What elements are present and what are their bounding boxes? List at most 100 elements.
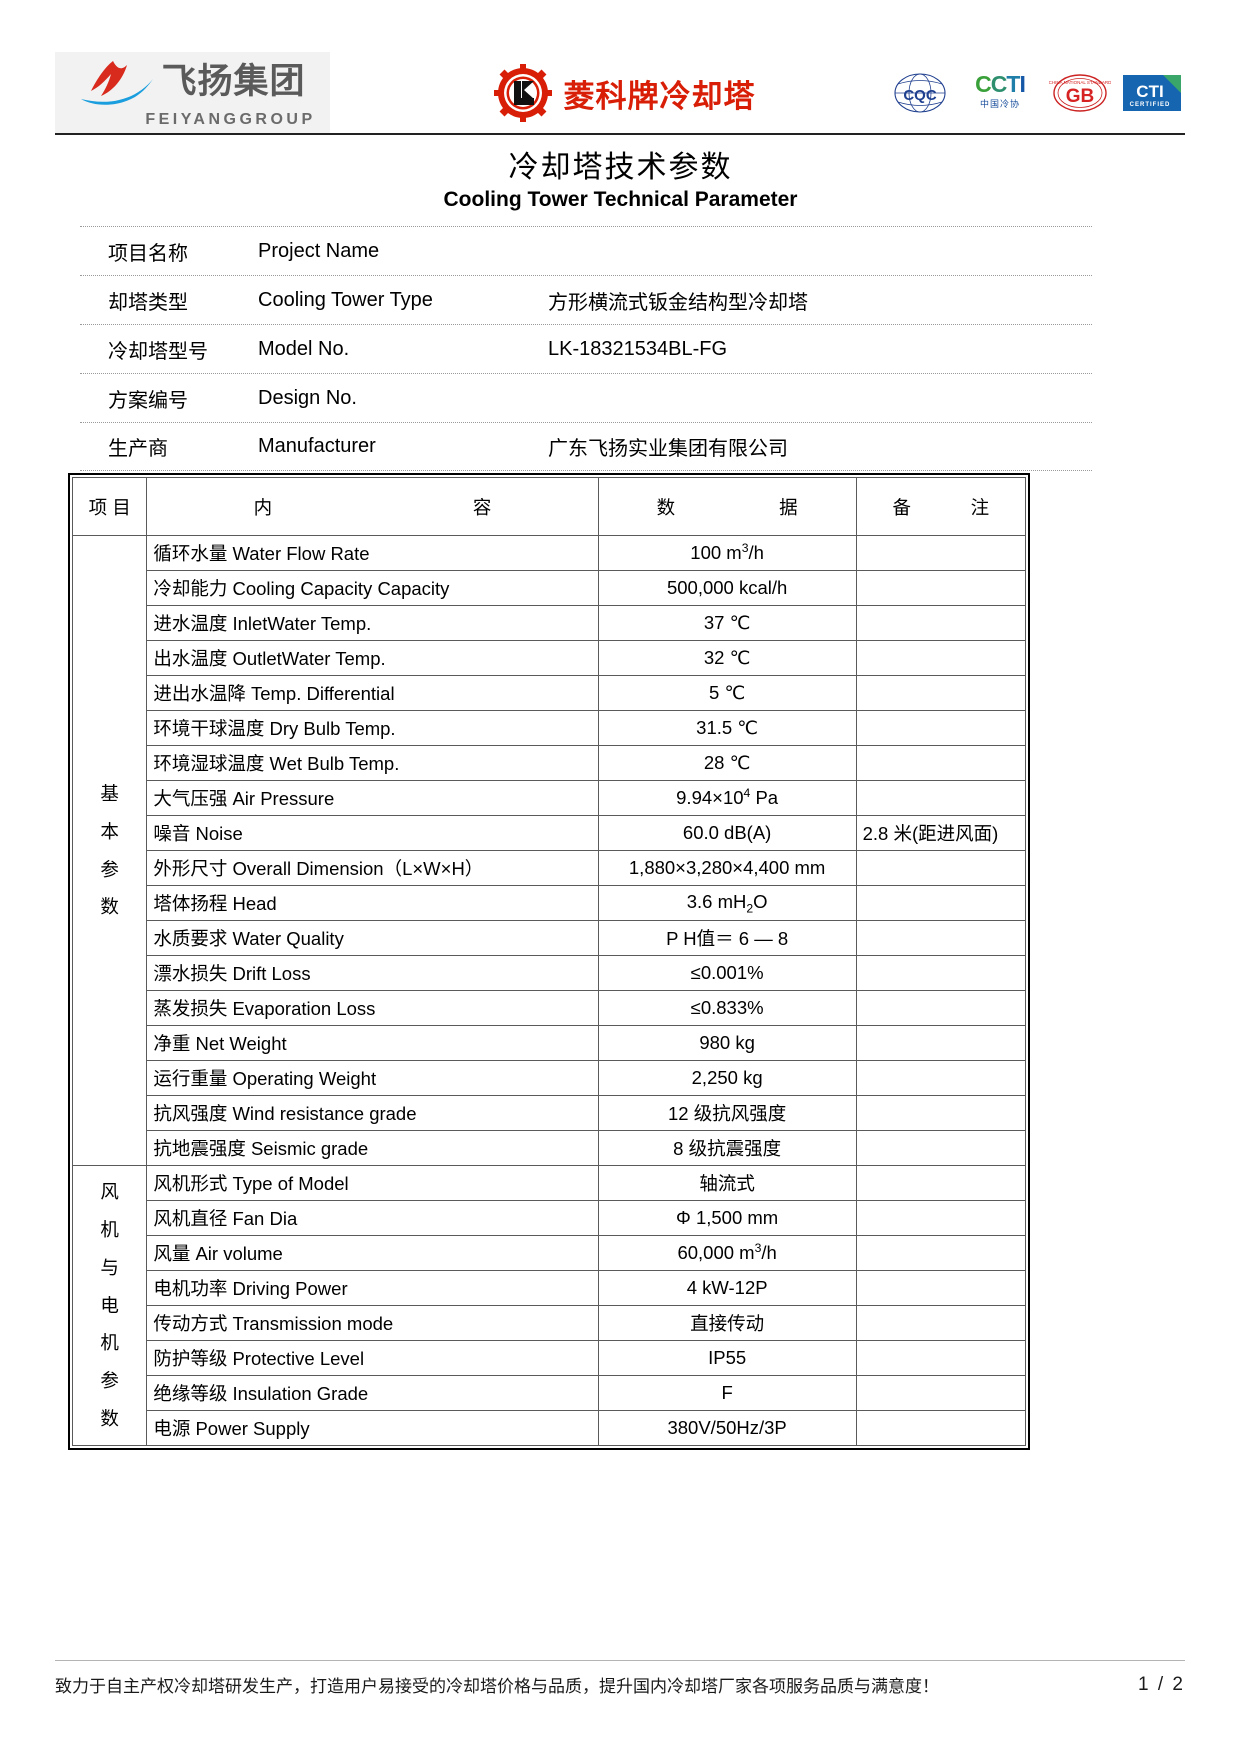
page-title-cn: 冷却塔技术参数 <box>508 151 733 184</box>
row-note <box>855 1270 1027 1306</box>
row-note <box>855 920 1027 956</box>
row-note <box>855 1305 1027 1341</box>
table-row: 塔体扬程 Head 3.6 mH2O <box>73 885 1027 921</box>
row-item-label: 进出水温降 Temp. Differential <box>146 675 599 711</box>
row-item-label: 漂水损失 Drift Loss <box>146 955 599 991</box>
table-row: 基本参数循环水量 Water Flow Rate 100 m3/h <box>71 535 1027 1166</box>
header-text-right: 据 <box>779 496 798 518</box>
table-row: 电机功率 Driving Power 4 kW-12P <box>73 1270 1027 1306</box>
row-data-value: 12 级抗风强度 <box>597 1095 857 1131</box>
row-data-value: 31.5 ℃ <box>597 710 857 746</box>
row-item-label: 冷却能力 Cooling Capacity Capacity <box>146 570 599 606</box>
row-group-label: 风机与电机参数 <box>71 1165 148 1446</box>
info-value: LK-18321534BL-FG <box>548 337 728 360</box>
row-group-label: 基本参数 <box>71 535 148 1166</box>
row-note <box>855 1025 1027 1061</box>
row-data-value: Φ 1,500 mm <box>597 1200 857 1236</box>
table-row: 环境湿球温度 Wet Bulb Temp. 28 ℃ <box>73 745 1027 781</box>
svg-text:CHINA NATIONAL STANDARD: CHINA NATIONAL STANDARD <box>1049 80 1111 85</box>
table-row: 蒸发损失 Evaporation Loss ≤0.833% <box>73 990 1027 1026</box>
row-data-value: 60.0 dB(A) <box>597 815 857 851</box>
info-row-design-no: 方案编号 Design No. <box>80 373 1092 422</box>
row-item-label: 电源 Power Supply <box>146 1410 599 1446</box>
table-header-item: 项 目 <box>71 477 148 536</box>
table-row: 噪音 Noise 60.0 dB(A) 2.8 米(距进风面) <box>73 815 1027 851</box>
row-note <box>855 710 1027 746</box>
header-text: 项 目 <box>88 496 131 518</box>
brand-name: 菱科牌冷却塔 <box>563 78 756 114</box>
row-item-label: 绝缘等级 Insulation Grade <box>146 1375 599 1411</box>
row-data-value: 380V/50Hz/3P <box>597 1410 857 1446</box>
info-value: 广东飞扬实业集团有限公司 <box>548 438 788 460</box>
row-data-value: 9.94×104 Pa <box>597 780 857 816</box>
svg-text:CQC: CQC <box>903 87 937 104</box>
row-data-value: 5 ℃ <box>597 675 857 711</box>
row-item-label: 风机形式 Type of Model <box>146 1165 599 1201</box>
table-row: 净重 Net Weight 980 kg <box>73 1025 1027 1061</box>
table-row: 运行重量 Operating Weight 2,250 kg <box>73 1060 1027 1096</box>
row-note <box>855 1130 1027 1166</box>
row-item-label: 电机功率 Driving Power <box>146 1270 599 1306</box>
row-item-label: 出水温度 OutletWater Temp. <box>146 640 599 676</box>
page-footer: 致力于自主产权冷却塔研发生产，打造用户易接受的冷却塔价格与品质，提升国内冷却塔厂… <box>55 1672 1185 1697</box>
table-row: 出水温度 OutletWater Temp. 32 ℃ <box>73 640 1027 676</box>
row-item-label: 防护等级 Protective Level <box>146 1340 599 1376</box>
header-divider <box>55 133 1185 135</box>
row-note <box>855 1200 1027 1236</box>
table-row: 风机直径 Fan Dia Φ 1,500 mm <box>73 1200 1027 1236</box>
row-data-value: 60,000 m3/h <box>597 1235 857 1271</box>
row-note <box>855 745 1027 781</box>
info-label-cn: 却塔类型 <box>108 291 188 314</box>
footer-tagline: 致力于自主产权冷却塔研发生产，打造用户易接受的冷却塔价格与品质，提升国内冷却塔厂… <box>55 1677 939 1696</box>
row-data-value: 轴流式 <box>597 1165 857 1201</box>
info-value: 方形横流式钣金结构型冷却塔 <box>548 291 808 314</box>
row-group-label-char: 机 <box>100 1218 119 1240</box>
row-item-label: 运行重量 Operating Weight <box>146 1060 599 1096</box>
row-group-label-char: 参 <box>100 1370 119 1392</box>
row-group-label-char: 电 <box>100 1294 119 1316</box>
ccti-sublabel: 中国冷协 <box>979 99 1020 109</box>
page-title-en: Cooling Tower Technical Parameter <box>443 188 798 211</box>
table-row: 水质要求 Water Quality P H值＝ 6 — 8 <box>73 920 1027 956</box>
row-data-value: 1,880×3,280×4,400 mm <box>597 850 857 886</box>
row-data-value: ≤0.833% <box>597 990 857 1026</box>
row-item-label: 抗风强度 Wind resistance grade <box>146 1095 599 1131</box>
table-row: 外形尺寸 Overall Dimension（L×W×H） 1,880×3,280… <box>73 850 1027 886</box>
table-header-content: 内 容 <box>146 477 599 536</box>
info-row-project-name: 项目名称 Project Name <box>80 226 1092 275</box>
info-row-model-no: 冷却塔型号 Model No. LK-18321534BL-FG <box>80 324 1092 373</box>
row-data-value: 28 ℃ <box>597 745 857 781</box>
footer-page-number: 1 / 2 <box>1138 1673 1185 1695</box>
row-item-label: 传动方式 Transmission mode <box>146 1305 599 1341</box>
svg-text:CTI: CTI <box>1136 82 1163 101</box>
row-item-label: 水质要求 Water Quality <box>146 920 599 956</box>
row-data-value: 直接传动 <box>597 1305 857 1341</box>
svg-text:CERTIFIED: CERTIFIED <box>1130 102 1171 108</box>
info-label-en: Design No. <box>258 386 357 409</box>
info-label-cn: 冷却塔型号 <box>108 340 208 363</box>
table-header-row: 项 目 内 容 数 据 <box>71 477 1027 536</box>
ccti-badge: CCTI 中国冷协 <box>963 73 1037 113</box>
row-group-label-char: 数 <box>100 1408 119 1430</box>
row-note <box>855 1340 1027 1376</box>
row-note <box>855 675 1027 711</box>
row-item-label: 外形尺寸 Overall Dimension（L×W×H） <box>146 850 599 886</box>
info-label-cn: 生产商 <box>108 438 168 460</box>
row-group-label-char: 基 <box>100 782 119 804</box>
row-note <box>855 1060 1027 1096</box>
row-item-label: 循环水量 Water Flow Rate <box>146 535 599 571</box>
cti-badge: CTI CERTIFIED <box>1123 73 1181 113</box>
brand-lockup: 菱科牌冷却塔 <box>360 64 889 122</box>
row-group-label-char: 风 <box>100 1180 119 1202</box>
table-row: 抗地震强度 Seismic grade 8 级抗震强度 <box>73 1130 1027 1166</box>
row-group-label-char: 本 <box>100 820 119 842</box>
row-item-label: 风量 Air volume <box>146 1235 599 1271</box>
row-note <box>855 955 1027 991</box>
feiyang-wave-icon <box>79 57 157 109</box>
row-group-label-char: 与 <box>100 1256 119 1278</box>
row-data-value: 4 kW-12P <box>597 1270 857 1306</box>
table-row: 进水温度 InletWater Temp. 37 ℃ <box>73 605 1027 641</box>
table-row: 风机与电机参数风机形式 Type of Model 轴流式 <box>71 1165 1027 1446</box>
row-note <box>855 535 1027 571</box>
row-data-value: 100 m3/h <box>597 535 857 571</box>
